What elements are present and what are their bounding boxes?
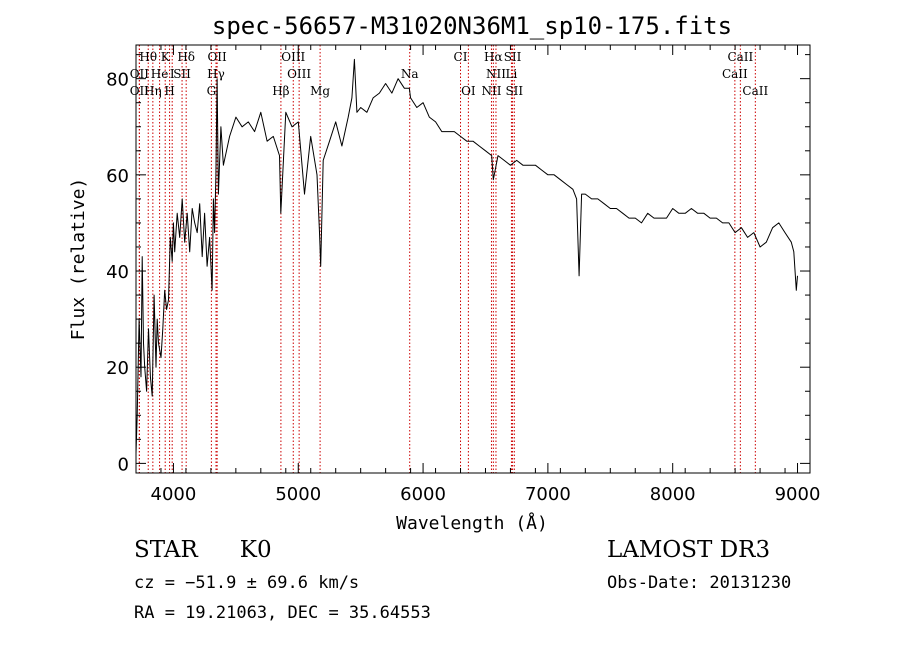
- line-marker-label: CI: [454, 50, 468, 64]
- line-marker-label: Hα: [484, 50, 503, 64]
- obs-date-label: Obs-Date: 20131230: [607, 573, 792, 593]
- x-tick-label: 6000: [400, 484, 446, 505]
- x-tick-label: 7000: [525, 484, 571, 505]
- y-tick-label: 60: [106, 166, 129, 187]
- line-marker-label: H: [164, 84, 174, 98]
- y-axis-label: Flux (relative): [68, 178, 89, 341]
- line-marker-label: CaII: [722, 67, 748, 81]
- redshift-label: cz = −51.9 ± 69.6 km/s: [134, 573, 360, 593]
- line-marker-label: Hδ: [177, 50, 195, 64]
- y-tick-label: 0: [118, 454, 129, 475]
- line-marker-label: Na: [401, 67, 419, 81]
- x-axis-label: Wavelength (Å): [396, 512, 548, 534]
- line-marker-label: He: [151, 67, 169, 81]
- line-marker-label: OIII: [287, 67, 311, 81]
- line-marker-label: Hθ: [139, 50, 157, 64]
- line-marker-label: Hβ: [272, 84, 289, 98]
- spectral-line-markers: [138, 45, 756, 473]
- line-marker-label: NII: [481, 84, 501, 98]
- line-marker-label: I: [170, 67, 175, 81]
- spectral-class: STAR K0: [134, 537, 272, 563]
- y-tick-label: 80: [106, 70, 129, 91]
- chart-title: spec-56657-M31020N36M1_sp10-175.fits: [212, 12, 732, 40]
- x-tick-label: 4000: [151, 484, 197, 505]
- class-label: STAR: [134, 537, 198, 563]
- y-tick-label: 40: [106, 262, 129, 283]
- line-marker-label: CaII: [742, 84, 768, 98]
- x-axis: 4000 5000 6000 7000 8000 9000: [135, 45, 821, 505]
- line-marker-label: Li: [506, 67, 518, 81]
- x-tick-label: 8000: [650, 484, 696, 505]
- line-marker-label: CaII: [727, 50, 753, 64]
- line-marker-label: SII: [505, 84, 523, 98]
- y-tick-label: 20: [106, 358, 129, 379]
- line-marker-label: NII: [486, 67, 506, 81]
- x-tick-label: 9000: [775, 484, 821, 505]
- line-marker-label: G: [207, 84, 217, 98]
- line-marker-label: Hγ: [207, 67, 225, 81]
- subclass-label: K0: [239, 537, 272, 563]
- line-marker-label: SII: [504, 50, 522, 64]
- line-marker-label: K: [161, 50, 171, 64]
- x-tick-label: 5000: [275, 484, 321, 505]
- line-marker-label: OII: [130, 84, 150, 98]
- plot-frame: [135, 44, 811, 474]
- line-marker-label: OII: [207, 50, 227, 64]
- line-marker-label: Hη: [144, 84, 162, 98]
- survey-label: LAMOST DR3: [607, 537, 771, 563]
- y-axis: 0 20 40 60 80: [106, 54, 810, 475]
- line-marker-label: OI: [461, 84, 476, 98]
- line-marker-label: OIII: [281, 50, 305, 64]
- line-marker-label: SII: [173, 67, 191, 81]
- line-marker-label: OII: [130, 67, 150, 81]
- spectrum-line: [135, 58, 798, 454]
- spectrum-series: [135, 58, 798, 454]
- coordinates-label: RA = 19.21063, DEC = 35.64553: [134, 603, 431, 623]
- line-marker-label: Mg: [310, 84, 330, 98]
